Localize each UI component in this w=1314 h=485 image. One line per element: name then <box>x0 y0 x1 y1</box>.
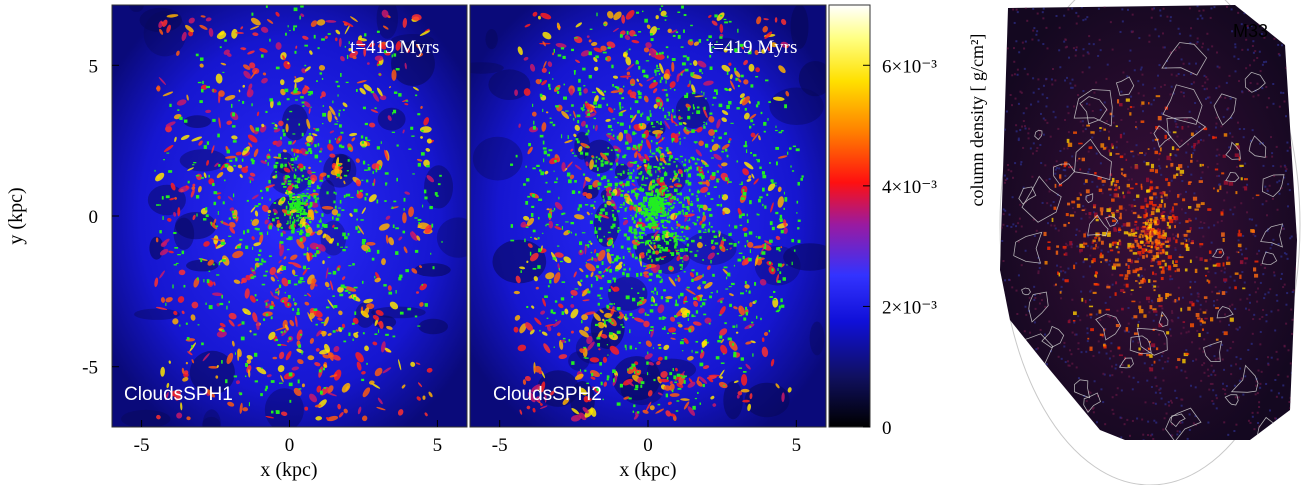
colorbar-ticks: 0 2×10⁻³ 4×10⁻³ 6×10⁻³ <box>863 56 937 439</box>
axes: -5 0 5 -5 0 5 -5 0 5 <box>82 56 801 456</box>
colorbar-tick-label-0: 0 <box>882 418 892 439</box>
x-axis-title-left: x (kpc) <box>260 459 317 481</box>
y-axis-title: y (kpc) <box>5 187 27 244</box>
y-tick-label-1: 0 <box>89 207 99 228</box>
panel-left-clouds <box>121 5 467 427</box>
x-tick-label-left-1: 0 <box>285 435 295 456</box>
m33-label: M33 <box>1233 21 1268 41</box>
colorbar-tick-label-3: 6×10⁻³ <box>882 56 937 77</box>
panel-middle-time: t=419 Myrs <box>708 37 797 58</box>
panel-middle: CloudsSPH2 t=419 Myrs <box>469 4 827 428</box>
x-tick-label-left-0: -5 <box>134 435 150 456</box>
colorbar-tick-label-1: 2×10⁻³ <box>882 297 937 318</box>
colorbar-tick-label-2: 4×10⁻³ <box>882 177 937 198</box>
panel-left-label: CloudsSPH1 <box>124 384 233 405</box>
x-tick-label-left-2: 5 <box>433 435 443 456</box>
colorbar: 0 2×10⁻³ 4×10⁻³ 6×10⁻³ <box>828 4 937 439</box>
panel-middle-clouds <box>470 5 826 422</box>
y-tick-label-2: 5 <box>89 56 99 77</box>
m33-emission <box>1000 5 1297 440</box>
colorbar-label: column density [ g/cm²] <box>967 34 987 207</box>
x-tick-label-middle-2: 5 <box>792 435 802 456</box>
panel-m33: M33 <box>999 0 1301 485</box>
colorbar-gradient <box>828 4 871 428</box>
x-tick-label-middle-0: -5 <box>492 435 508 456</box>
panel-left: CloudsSPH1 t=419 Myrs <box>111 4 468 428</box>
panel-middle-label: CloudsSPH2 <box>493 384 602 405</box>
x-tick-label-middle-1: 0 <box>643 435 653 456</box>
m33-outline-ellipse <box>999 0 1301 485</box>
panel-left-time: t=419 Myrs <box>350 37 439 58</box>
x-axis-title-middle: x (kpc) <box>619 459 676 481</box>
y-tick-label-0: -5 <box>82 358 98 379</box>
